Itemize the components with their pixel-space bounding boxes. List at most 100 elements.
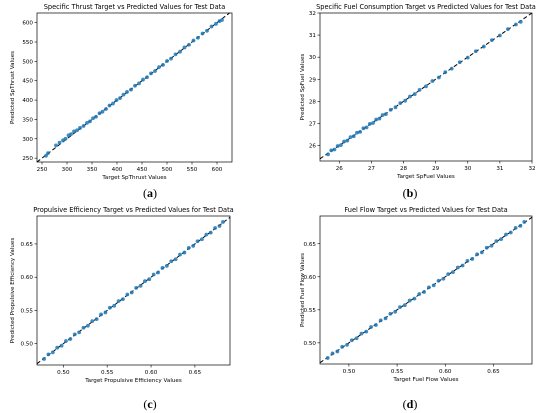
data-point: [451, 270, 455, 275]
data-point: [100, 109, 105, 114]
data-point: [473, 49, 478, 54]
data-point: [398, 305, 402, 310]
data-point: [398, 101, 403, 106]
plot-frame: [319, 12, 533, 162]
data-point: [213, 226, 217, 230]
panel-letter-close: ): [153, 186, 157, 200]
panel-letter: (b): [403, 186, 418, 200]
panel-letter-close: ): [413, 397, 417, 411]
x-tick-label: 250: [37, 167, 48, 173]
data-point: [345, 138, 350, 143]
data-point: [403, 98, 408, 103]
data-point: [481, 44, 486, 49]
data-point: [361, 126, 366, 131]
chart-panel-1: 250 300 350 400 450 500 550 600 250 300 350 400 450 5…: [10, 3, 233, 181]
data-point: [217, 224, 222, 228]
data-point: [85, 323, 90, 328]
data-point: [54, 143, 58, 148]
data-point: [388, 107, 393, 112]
data-point: [417, 87, 422, 92]
data-point: [94, 317, 99, 322]
chart-title: Specific Thrust Target vs Predicted Valu…: [44, 3, 226, 11]
x-tick-label: 0.55: [391, 369, 404, 375]
data-point: [209, 24, 214, 29]
data-point: [133, 83, 137, 88]
data-point: [72, 332, 77, 337]
y-tick-label: 28: [309, 99, 317, 105]
data-point: [46, 151, 50, 155]
data-point: [111, 101, 115, 106]
y-axis-label: Predicted SpFuel Values: [300, 54, 306, 121]
data-point: [149, 71, 153, 76]
x-tick-label: 0.65: [487, 369, 500, 375]
data-point: [475, 252, 479, 257]
x-tick-label: 0.60: [145, 370, 158, 376]
y-tick-label: 0.60: [21, 275, 34, 281]
data-point: [125, 292, 130, 297]
y-tick-label: 250: [22, 156, 33, 162]
data-point: [335, 144, 340, 148]
x-tick-label: 0.55: [101, 370, 114, 376]
data-point: [422, 290, 426, 294]
data-point: [441, 276, 446, 281]
x-tick-label: 0.60: [439, 369, 452, 375]
x-tick-label: 400: [112, 167, 123, 173]
data-point: [114, 98, 119, 102]
data-point: [69, 132, 73, 137]
data-point: [99, 312, 103, 317]
x-tick-label: 450: [137, 167, 148, 173]
data-point: [153, 69, 157, 73]
x-tick-label: 26: [336, 166, 344, 172]
data-point: [508, 230, 513, 235]
data-point: [348, 135, 353, 140]
data-point: [42, 357, 46, 361]
data-point: [68, 337, 73, 341]
data-point: [369, 325, 373, 329]
data-point: [479, 250, 484, 255]
chart-title: Propulsive Efficiency Target vs Predicte…: [33, 206, 233, 214]
data-point: [178, 252, 182, 257]
panel-letter-close: ): [153, 397, 157, 411]
data-point: [443, 70, 448, 75]
data-point: [182, 250, 187, 255]
data-point: [200, 31, 205, 36]
data-point: [164, 263, 169, 268]
panel-letter: (a): [143, 186, 157, 200]
y-tick-label: 0.50: [304, 341, 317, 347]
data-point: [430, 79, 435, 83]
data-point: [97, 111, 102, 116]
data-point: [195, 239, 200, 244]
x-tick-label: 30: [464, 166, 472, 172]
panel-letter-open: (: [403, 397, 407, 411]
data-point: [208, 230, 213, 235]
data-point: [121, 297, 125, 302]
data-point: [383, 316, 388, 321]
x-tick-label: 27: [368, 166, 376, 172]
data-point: [377, 116, 382, 121]
data-point: [138, 283, 143, 288]
data-point: [367, 121, 372, 126]
chart-title: Specific Fuel Consumption Target vs Pred…: [316, 3, 536, 11]
panel-letter-open: (: [143, 397, 147, 411]
data-point: [393, 309, 398, 314]
data-point: [85, 121, 89, 125]
y-tick-label: 450: [22, 79, 33, 85]
data-point: [55, 345, 60, 350]
data-point: [364, 329, 369, 334]
x-tick-label: 0.50: [343, 369, 356, 375]
data-point: [407, 298, 412, 303]
data-point: [436, 278, 441, 283]
data-point: [371, 121, 375, 125]
data-point: [196, 35, 200, 40]
plot-frame: [36, 215, 231, 366]
data-point: [332, 147, 337, 152]
y-tick-label: 500: [22, 59, 33, 65]
panel-letter-open: (: [143, 186, 147, 200]
data-point: [204, 232, 209, 237]
panel-letter-open: (: [403, 186, 407, 200]
data-point: [431, 283, 436, 288]
y-tick-label: 31: [309, 33, 317, 39]
panel-letter-char: d: [407, 397, 414, 411]
data-point: [497, 33, 502, 38]
panel-letter-close: ): [413, 186, 417, 200]
